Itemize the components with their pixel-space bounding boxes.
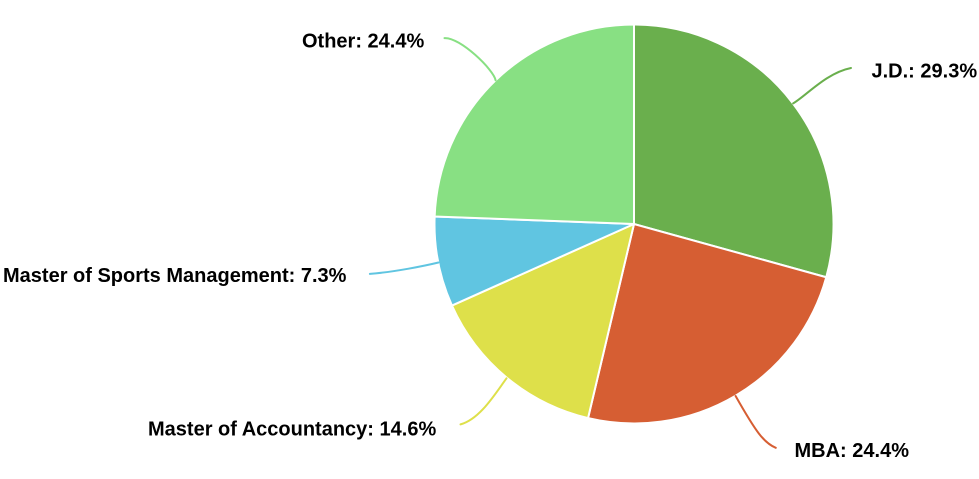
svg-text:J.D.: 29.3%: J.D.: 29.3% (872, 61, 978, 83)
svg-text:Master of Sports Management: 7: Master of Sports Management: 7.3% (3, 265, 347, 287)
svg-text:Master of Accountancy: 14.6%: Master of Accountancy: 14.6% (148, 419, 436, 441)
svg-text:Other: 24.4%: Other: 24.4% (302, 31, 424, 53)
svg-text:MBA: 24.4%: MBA: 24.4% (795, 440, 910, 462)
